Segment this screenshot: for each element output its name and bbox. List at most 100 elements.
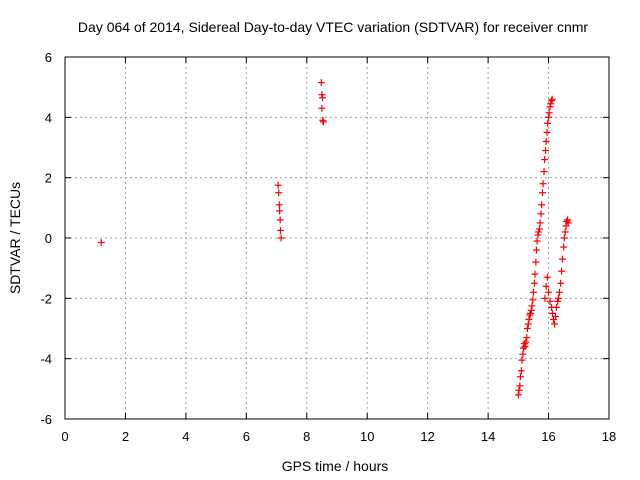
data-point <box>535 228 543 236</box>
data-point <box>548 309 556 317</box>
data-point <box>539 180 547 188</box>
x-axis-label: GPS time / hours <box>282 458 389 474</box>
data-point <box>558 255 566 263</box>
data-point <box>515 386 523 394</box>
data-point <box>521 343 529 351</box>
data-point <box>530 279 538 287</box>
plot-border <box>64 56 610 420</box>
data-point <box>538 201 546 209</box>
data-point <box>561 228 569 236</box>
data-point <box>555 294 563 302</box>
data-point <box>560 234 568 242</box>
data-point <box>527 306 535 314</box>
data-point <box>277 234 285 242</box>
data-point <box>536 219 544 227</box>
x-tick-label: 14 <box>481 429 495 444</box>
data-point <box>519 350 527 358</box>
data-point <box>276 226 284 234</box>
data-point <box>548 95 556 103</box>
data-point <box>529 288 537 296</box>
x-tick-label: 16 <box>541 429 555 444</box>
data-point <box>274 181 282 189</box>
data-point <box>534 231 542 239</box>
data-point <box>317 79 325 87</box>
data-point <box>318 91 326 99</box>
data-point <box>546 103 554 111</box>
data-point <box>318 104 326 112</box>
data-point <box>523 334 531 342</box>
data-point <box>563 217 571 225</box>
x-tick-label: 2 <box>122 429 129 444</box>
data-point <box>546 297 554 305</box>
y-tick-label: -6 <box>40 412 52 427</box>
data-point <box>514 391 522 399</box>
data-point <box>564 219 572 227</box>
data-point <box>543 273 551 281</box>
data-point <box>532 258 540 266</box>
data-point <box>523 325 531 332</box>
data-point <box>275 201 283 209</box>
data-point <box>525 315 533 323</box>
data-point <box>275 189 283 197</box>
data-point <box>516 373 524 381</box>
x-tick-label: 10 <box>360 429 374 444</box>
data-points <box>97 79 572 399</box>
y-tick-label: 4 <box>45 110 52 125</box>
data-point <box>552 303 560 311</box>
data-point <box>519 344 527 352</box>
data-point <box>545 288 553 296</box>
x-tick-label: 0 <box>61 429 68 444</box>
data-point <box>542 147 550 155</box>
data-point <box>542 137 550 145</box>
x-tick-label: 6 <box>243 429 250 444</box>
data-point <box>522 338 530 346</box>
data-point <box>543 128 551 136</box>
data-point <box>97 239 105 247</box>
y-tick-label: -2 <box>40 291 52 306</box>
data-point <box>564 216 572 224</box>
data-point <box>524 320 532 328</box>
data-point <box>545 113 553 121</box>
y-tick-label: 6 <box>45 50 52 65</box>
data-point <box>531 270 539 278</box>
data-point <box>541 294 549 302</box>
data-point <box>554 297 562 305</box>
data-point <box>276 216 284 224</box>
x-tick-label: 8 <box>303 429 310 444</box>
data-point <box>548 97 556 105</box>
y-axis-label: SDTVAR / TECUs <box>7 182 23 294</box>
data-point <box>319 118 327 126</box>
data-point <box>537 210 545 218</box>
y-tick-label: -4 <box>40 352 52 367</box>
data-point <box>555 288 563 296</box>
data-point <box>526 311 534 319</box>
chart-title: Day 064 of 2014, Sidereal Day-to-day VTE… <box>78 19 588 35</box>
data-point <box>540 168 548 176</box>
axis-ticks: 0 2 4 6 8 10 12 14 16 18 -6 -4 -2 0 2 4 6 <box>40 50 616 444</box>
data-point <box>542 282 550 290</box>
x-tick-label: 18 <box>602 429 616 444</box>
data-point <box>557 279 565 287</box>
data-point <box>318 94 326 102</box>
data-point <box>541 156 549 164</box>
data-point <box>552 312 560 320</box>
data-point <box>532 246 540 254</box>
data-point <box>535 225 543 233</box>
data-point <box>319 116 327 124</box>
data-point <box>544 119 552 127</box>
x-tick-label: 4 <box>182 429 189 444</box>
data-point <box>518 356 526 364</box>
y-tick-label: 2 <box>45 171 52 186</box>
data-point <box>276 207 284 215</box>
data-point <box>558 267 566 275</box>
grid <box>65 57 609 419</box>
data-point <box>539 189 547 197</box>
data-point <box>551 320 559 328</box>
data-point <box>545 109 553 117</box>
data-point <box>526 309 534 317</box>
data-point <box>528 302 536 310</box>
data-point <box>547 100 555 108</box>
data-point <box>517 367 525 375</box>
